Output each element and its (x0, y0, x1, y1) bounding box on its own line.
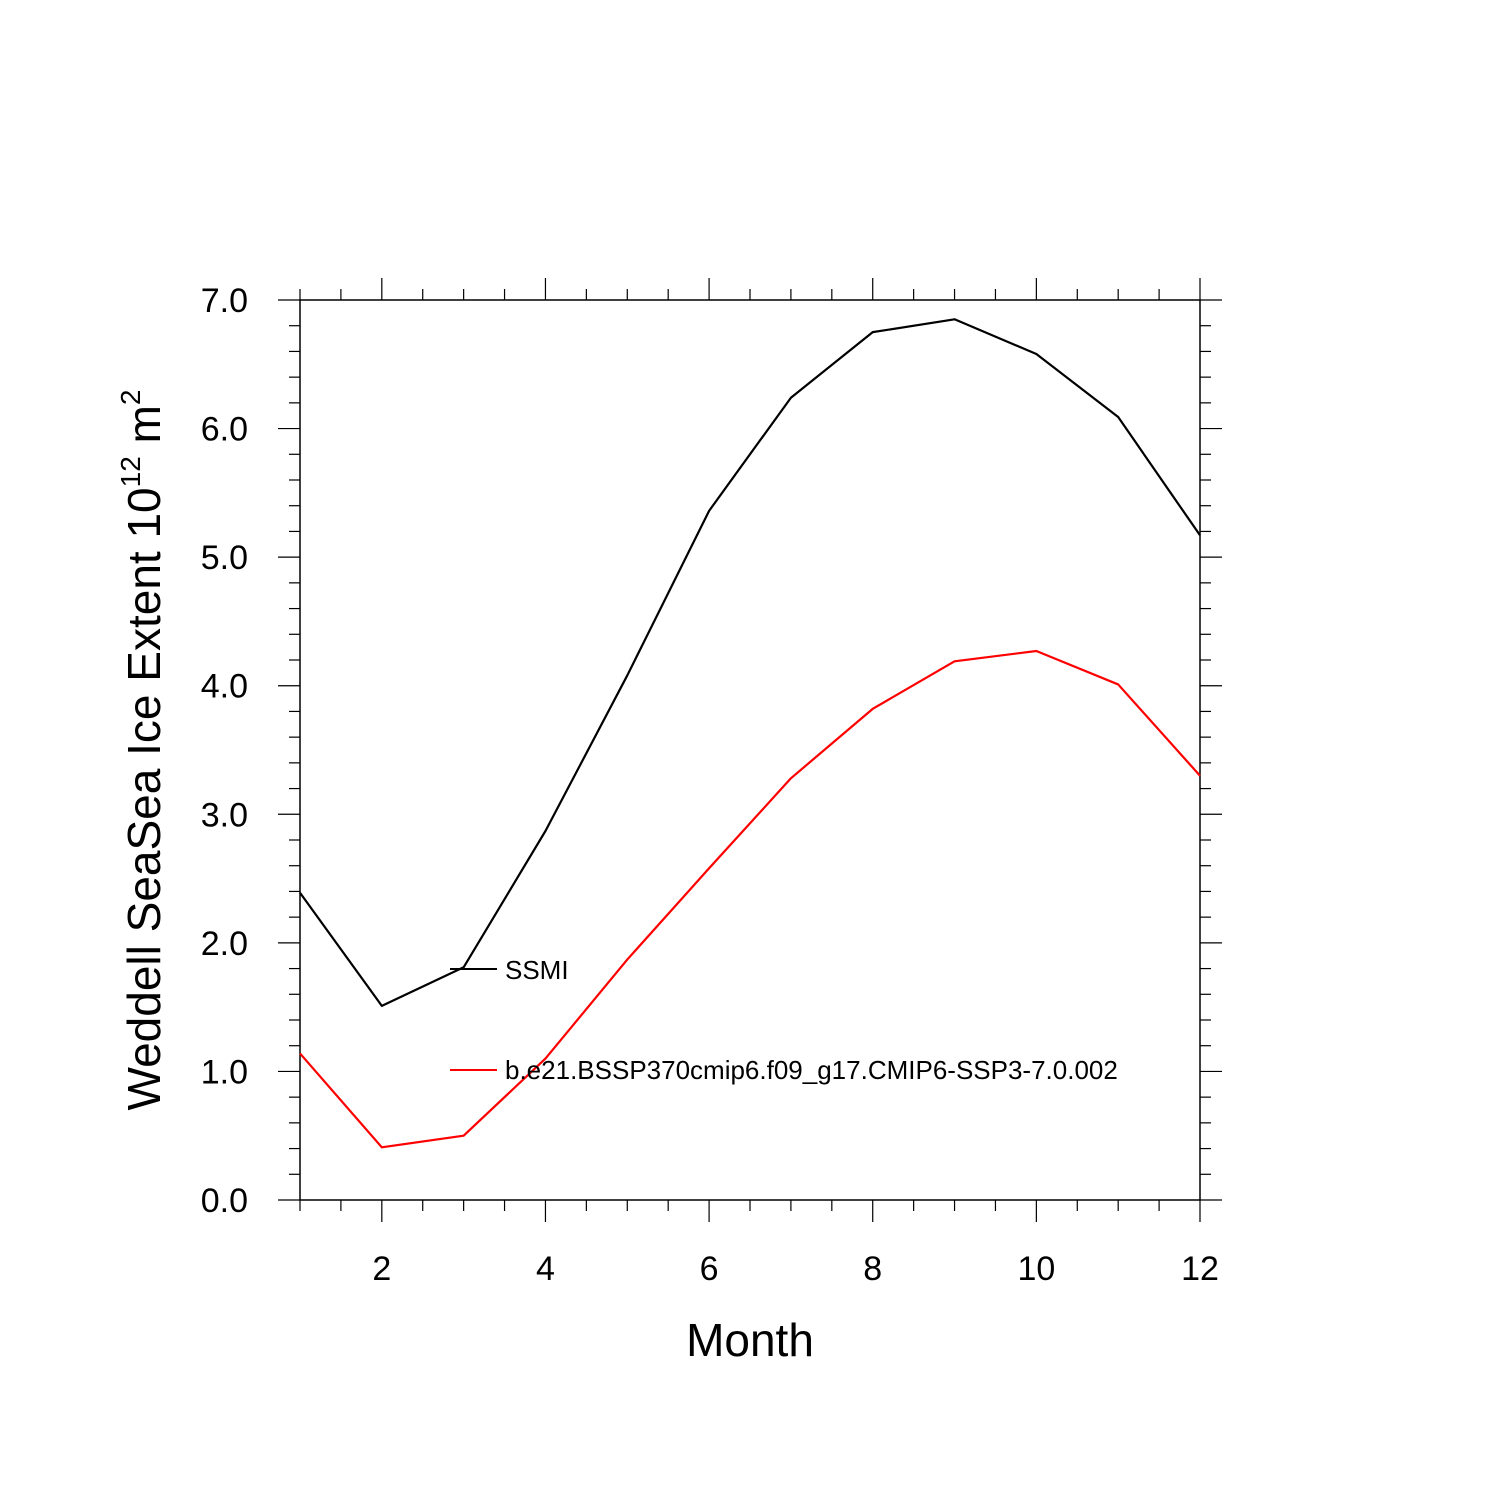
y-tick-label: 3.0 (201, 796, 248, 834)
y-tick-label: 6.0 (201, 411, 248, 449)
x-tick-label: 4 (536, 1250, 555, 1288)
y-tick-label: 2.0 (201, 925, 248, 963)
x-tick-label: 10 (1017, 1250, 1055, 1288)
y-axis-title: Weddell SeaSea Ice Extent 1012 m2 (115, 390, 170, 1111)
y-tick-label: 5.0 (201, 539, 248, 577)
y-axis-title-unit-exponent: 2 (115, 390, 146, 406)
x-tick-label: 12 (1181, 1250, 1219, 1288)
x-tick-label: 6 (700, 1250, 719, 1288)
tick-labels: 2 4 6 8 10 12 0.0 1.0 2.0 3.0 4.0 5.0 6.0 7.0 (201, 282, 1219, 1288)
y-tick-label: 7.0 (201, 282, 248, 320)
x-tick-label: 2 (372, 1250, 391, 1288)
y-tick-label: 1.0 (201, 1053, 248, 1091)
legend-label-ssmi: SSMI (505, 955, 569, 985)
x-axis-title: Month (686, 1314, 814, 1366)
series-layer (299, 318, 1201, 1149)
y-axis-title-exponent: 12 (115, 456, 146, 487)
legend: SSMI b.e21.BSSP370cmip6.f09_g17.CMIP6-SS… (450, 955, 1118, 1085)
y-axis-title-main: Weddell SeaSea Ice Extent 10 (118, 487, 170, 1110)
y-tick-label: 4.0 (201, 668, 248, 706)
legend-label-model: b.e21.BSSP370cmip6.f09_g17.CMIP6-SSP3-7.… (505, 1055, 1118, 1085)
axis-ticks (278, 278, 1222, 1222)
x-tick-label: 8 (863, 1250, 882, 1288)
y-tick-label: 0.0 (201, 1182, 248, 1220)
series-line-ssmi (299, 318, 1201, 1007)
plot-frame (299, 299, 1201, 1201)
y-axis-title-unit: m (118, 405, 170, 456)
series-line-model (299, 649, 1201, 1149)
